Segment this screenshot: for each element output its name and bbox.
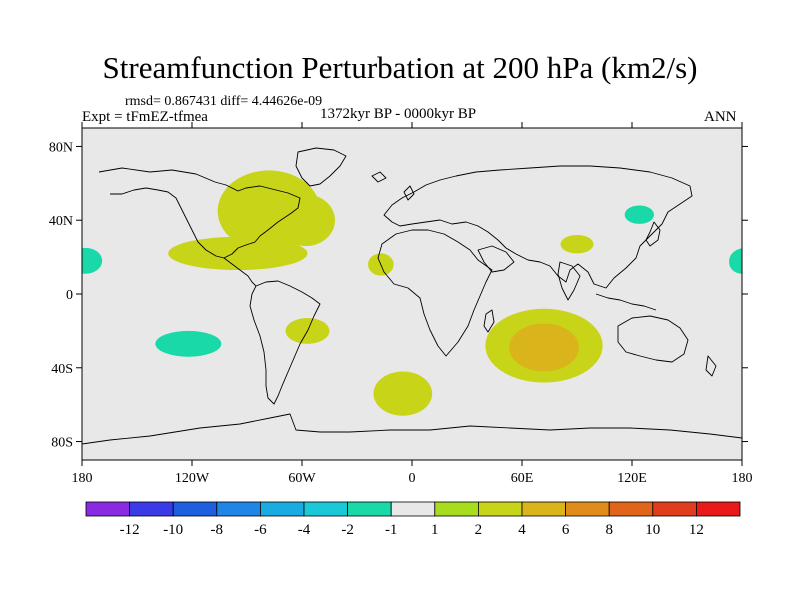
y-tick-label: 80S [51,436,73,451]
africa-coastline [377,229,493,357]
caribbean-ridge [168,236,308,271]
x-tick-label: 120E [617,471,647,486]
japan-coastline [645,221,661,247]
x-tick-label: 0 [409,471,416,486]
x-tick-label: 180 [732,471,753,486]
colorbar-swatch [347,501,392,517]
period-label: 1372kyr BP - 0000kyr BP [320,106,477,122]
x-tick-label: 180 [72,471,93,486]
colorbar-label: 10 [645,522,660,538]
iceland-coastline [371,171,387,183]
colorbar-label: -12 [120,522,140,538]
colorbar-swatch [129,501,174,517]
indonesia-coastline [595,293,657,311]
arabia-coastline [477,245,515,273]
e-pacific-core [729,251,742,274]
eurasia-coastline [383,165,693,289]
greenland-coastline [295,147,347,187]
far-east-trough [82,334,93,354]
colorbar-label: -6 [254,522,267,538]
colorbar-label: -2 [341,522,354,538]
north-america-coastline [98,167,301,259]
x-tick-label: 60W [288,471,316,486]
sw-pacific-trough [204,412,271,442]
colorbar-swatch [696,501,741,517]
chart-title: Streamfunction Perturbation at 200 hPa (… [102,50,698,85]
e-pacific-trough [701,240,742,285]
colorbar-label: 8 [605,522,613,538]
y-tick-label: 80N [49,140,73,155]
colorbar-swatch [434,501,479,517]
colorbar-swatch [216,501,261,517]
e-pacific-core [82,251,95,274]
y-tick-label: 0 [66,288,73,303]
central-america-coastline [223,257,257,287]
australia-coastline [617,315,689,363]
colorbar-swatch [477,501,523,517]
map-frame [81,127,743,461]
colorbar-label: -1 [385,522,398,538]
s-indian-trough [487,397,517,416]
colorbar-label: 4 [518,522,526,538]
w-pacific-trough [83,332,117,355]
colorbar-swatch [608,501,654,517]
india-coastline [557,261,581,301]
antarctica-coastline [82,413,742,445]
colorbar-label: -10 [163,522,183,538]
atlantic-trough [318,236,359,267]
e-pacific-trough [82,240,115,285]
colorbar-label: 6 [562,522,570,538]
s-atlantic-ridge [373,371,433,416]
south-america-coastline [249,280,321,405]
s-pacific-core [155,330,222,357]
asia-ridge [560,234,594,254]
colorbar-label: 12 [689,522,704,538]
colorbar-label: -4 [298,522,311,538]
japan-core [624,205,654,224]
equatorial-trough [272,273,314,296]
experiment-label: Expt = tFmEZ-tfmea [82,109,208,125]
british-isles-coastline [403,185,415,201]
season-label: ANN [704,109,737,125]
n-africa-trough [430,211,493,252]
colorbar: -12 -10 -8 -6 -4 -2 -1 1 2 4 6 8 10 12 [85,501,741,538]
colorbar-swatch [303,501,348,517]
coastlines [82,147,742,445]
australia-trough [635,343,673,366]
colorbar-swatch [565,501,610,517]
y-tick-label: 40S [51,362,73,377]
far-east-trough [731,334,742,354]
colorbar-swatch [521,501,566,517]
new-zealand-coastline [705,355,717,377]
colorbar-label: 2 [475,522,483,538]
x-tick-label: 120W [175,471,210,486]
s-indian-core [509,323,579,372]
w-pacific-trough [744,333,777,355]
colorbar-label: 1 [431,522,439,538]
y-tick-label: 40N [49,214,73,229]
colorbar-swatch [390,501,436,517]
colorbar-swatch [85,501,130,517]
colorbar-swatch [172,501,218,517]
x-tick-label: 60E [511,471,534,486]
colorbar-swatch [652,501,697,517]
n-atlantic-ridge [276,194,335,247]
stats-text: rmsd= 0.867431 diff= 4.44626e-09 [125,94,323,109]
colorbar-label: -8 [211,522,224,538]
axes: 180 120W 60W 0 60E 120E 180 80N 40N 0 40S 80S [49,122,753,486]
madagascar-coastline [483,309,495,333]
anomaly-layer [82,170,777,442]
colorbar-swatch [259,501,305,517]
